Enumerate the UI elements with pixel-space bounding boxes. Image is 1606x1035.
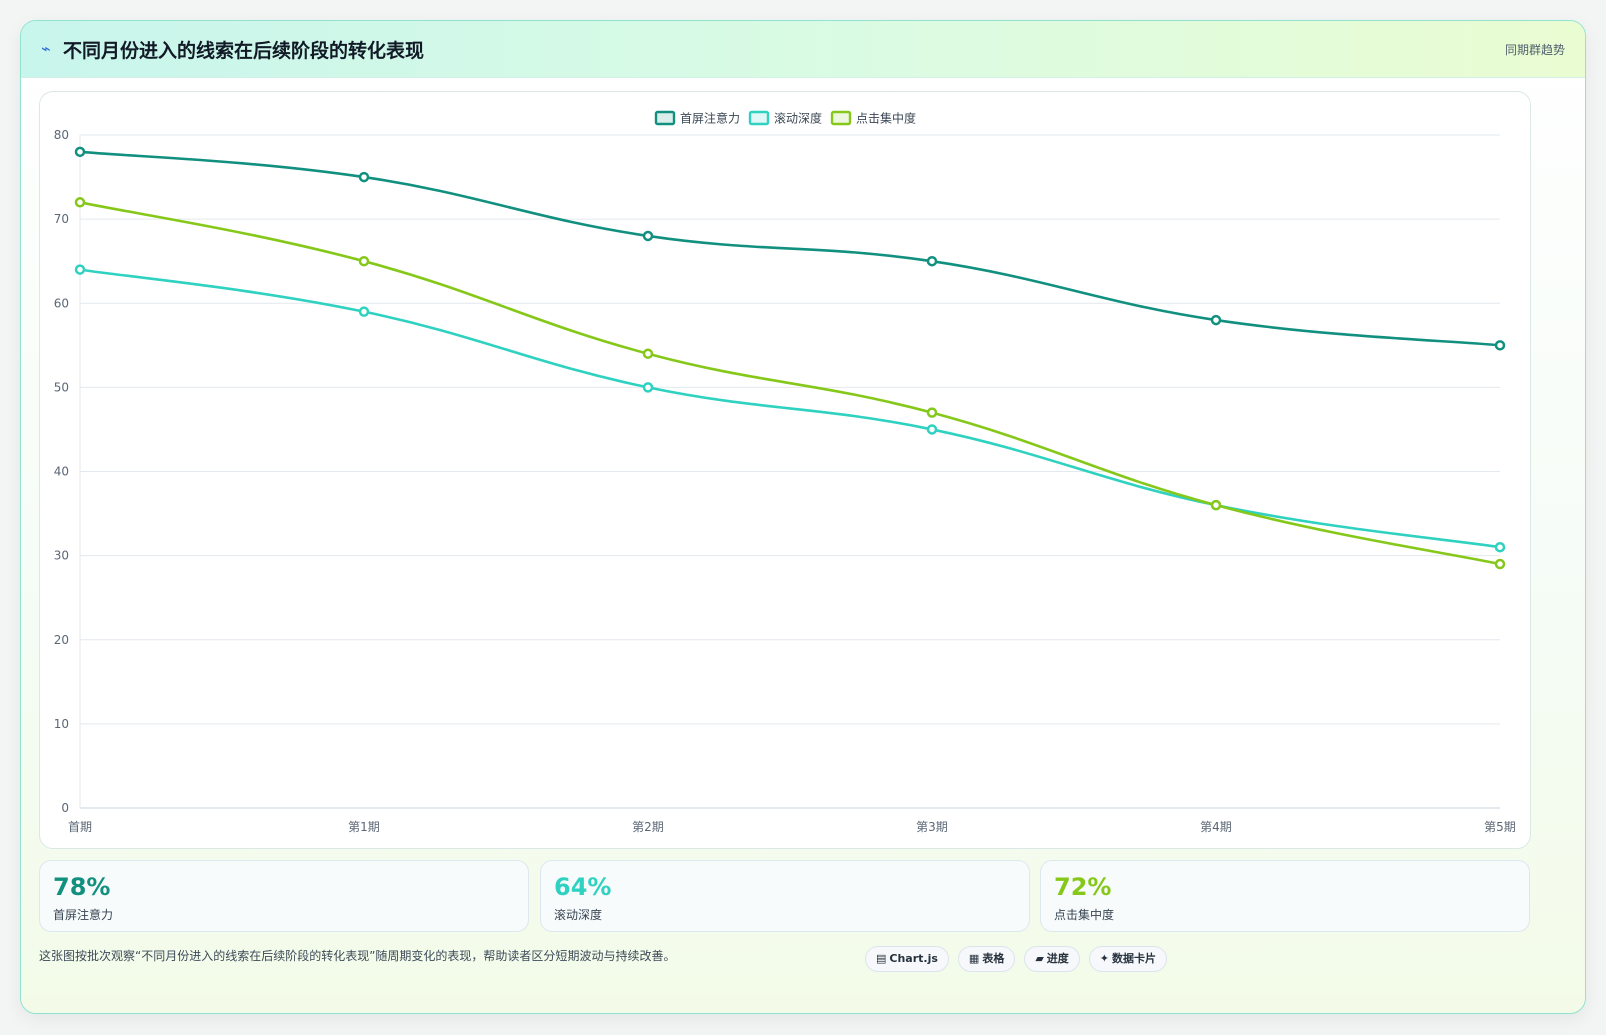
lightning-icon: ⌁: [41, 39, 51, 58]
tag-table[interactable]: ▦ 表格: [957, 946, 1016, 972]
y-tick-label: 50: [54, 380, 69, 394]
tag-data-card[interactable]: ✦ 数据卡片: [1088, 946, 1168, 972]
tag-progress[interactable]: ▰ 进度: [1024, 946, 1080, 972]
kpi-value: 78%: [53, 873, 111, 901]
x-tick-label: 第2期: [632, 820, 664, 834]
data-point: [358, 255, 370, 267]
tag-label: 进度: [1046, 952, 1069, 965]
kpi-label: 首屏注意力: [53, 908, 114, 922]
x-tick-label: 第3期: [916, 820, 948, 834]
data-point: [642, 382, 654, 393]
page-title: 不同月份进入的线索在后续阶段的转化表现: [63, 40, 425, 62]
kpi-label: 滚动深度: [554, 908, 603, 922]
data-point: [358, 306, 370, 317]
legend-swatch: [654, 110, 676, 126]
data-point: [1494, 558, 1506, 570]
header-subtitle: 同期群趋势: [1504, 43, 1565, 57]
legend-label: 滚动深度: [774, 111, 822, 126]
chart-panel: 0 10 20 30 40 50 60 70 80 首期 第1期 第2期 第3期 第4期 第5期 首屏注意力 滚…: [39, 91, 1531, 849]
x-tick-label: 首期: [68, 820, 92, 834]
y-tick-label: 40: [54, 465, 69, 479]
chart-icon: ▤: [876, 952, 887, 965]
tag-list: ▤ Chart.js ▦ 表格 ▰ 进度 ✦ 数据卡片: [865, 946, 1168, 972]
kpi-value: 72%: [1054, 873, 1112, 901]
legend-swatch: [830, 110, 852, 126]
x-tick-label: 第5期: [1484, 820, 1516, 834]
data-point: [926, 255, 938, 267]
sparkle-icon: ✦: [1099, 952, 1110, 965]
y-tick-label: 60: [54, 296, 69, 310]
x-tick-label: 第1期: [348, 820, 380, 834]
data-point: [926, 424, 938, 435]
data-point: [74, 197, 86, 208]
y-tick-label: 20: [54, 633, 69, 647]
tag-chartjs[interactable]: ▤ Chart.js: [865, 946, 949, 972]
data-point: [358, 171, 370, 183]
legend-swatch: [748, 110, 770, 126]
line-chart: 0 10 20 30 40 50 60 70 80 首期 第1期 第2期 第3期 第4期 第5期 首屏注意力 滚…: [54, 110, 1516, 835]
y-tick-label: 30: [54, 549, 69, 563]
data-point: [74, 146, 86, 158]
data-point: [642, 230, 654, 242]
y-tick-label: 70: [54, 212, 69, 226]
legend-label: 首屏注意力: [680, 111, 740, 126]
kpi-card: 78% 首屏注意力: [39, 860, 529, 932]
data-point: [1210, 314, 1222, 326]
table-icon: ▦: [968, 952, 980, 965]
series-line: [78, 268, 1502, 549]
data-point: [1494, 340, 1506, 351]
series-line: [78, 150, 1502, 347]
kpi-label: 点击集中度: [1054, 908, 1115, 922]
data-point: [74, 264, 86, 275]
y-tick-label: 10: [54, 717, 69, 731]
legend-label: 点击集中度: [856, 111, 916, 126]
y-tick-label: 80: [54, 128, 69, 142]
kpi-card: 72% 点击集中度: [1040, 860, 1530, 932]
data-point: [1210, 499, 1222, 511]
tag-label: 数据卡片: [1112, 952, 1157, 965]
series-line: [78, 201, 1502, 566]
data-point: [642, 348, 654, 359]
progress-icon: ▰: [1035, 952, 1044, 965]
tag-label: 表格: [982, 952, 1005, 965]
tag-label: Chart.js: [889, 952, 938, 965]
kpi-card: 64% 滚动深度: [540, 860, 1030, 932]
data-point: [1494, 541, 1506, 553]
kpi-value: 64%: [554, 873, 612, 901]
card-header: ⌁ 不同月份进入的线索在后续阶段的转化表现 同期群趋势: [21, 21, 1585, 78]
chart-card: ⌁ 不同月份进入的线索在后续阶段的转化表现 同期群趋势 0 10 20 30 40 50 6…: [20, 20, 1586, 1014]
y-tick-label: 0: [61, 801, 69, 815]
data-point: [926, 407, 938, 418]
chart-footnote: 这张图按批次观察“不同月份进入的线索在后续阶段的转化表现”随周期变化的表现，帮助…: [39, 949, 676, 963]
x-tick-label: 第4期: [1200, 820, 1232, 834]
